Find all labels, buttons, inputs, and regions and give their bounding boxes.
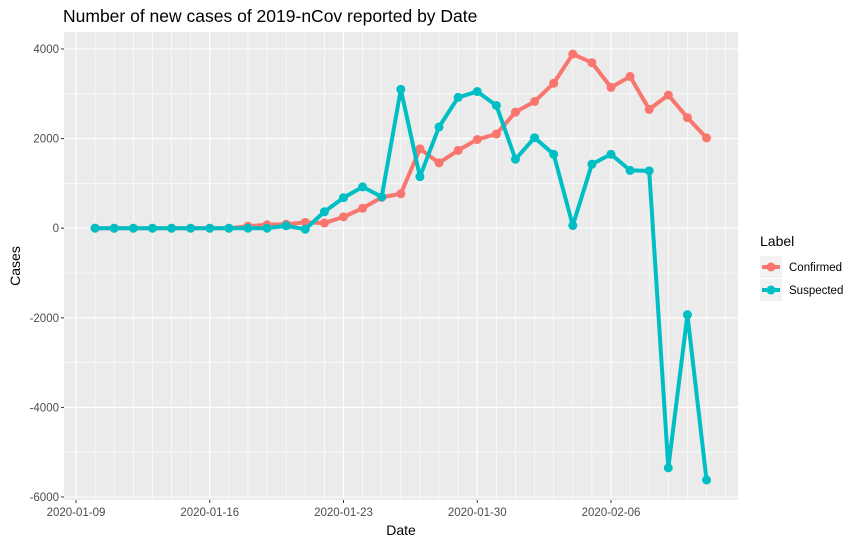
data-point-confirmed xyxy=(339,212,348,222)
data-point-confirmed xyxy=(415,144,425,154)
x-axis-title: Date xyxy=(386,522,416,538)
data-point-suspected xyxy=(300,224,310,234)
y-tick-label: 0 xyxy=(53,223,59,235)
data-point-suspected xyxy=(377,192,387,202)
data-point-suspected xyxy=(510,154,520,164)
data-point-suspected xyxy=(434,122,444,132)
data-point-confirmed xyxy=(358,203,368,213)
x-axis: 2020-01-09 2020-01-16 2020-01-23 2020-01-30… xyxy=(47,500,641,519)
series-suspected xyxy=(90,84,712,485)
data-point-confirmed xyxy=(491,129,501,139)
data-point-suspected xyxy=(663,463,673,473)
data-point-suspected xyxy=(491,100,501,110)
data-point-suspected xyxy=(186,223,196,233)
data-point-suspected xyxy=(549,149,559,159)
legend-label-confirmed: Confirmed xyxy=(789,262,842,274)
data-point-confirmed xyxy=(549,78,559,88)
data-point-suspected xyxy=(415,172,425,182)
y-axis-title: Cases xyxy=(7,246,23,286)
data-point-confirmed xyxy=(644,104,654,114)
legend-key-point xyxy=(766,262,776,272)
data-point-suspected xyxy=(587,159,597,169)
legend-key-point xyxy=(766,285,776,295)
y-tick-label: -4000 xyxy=(30,402,59,414)
data-point-confirmed xyxy=(663,90,673,100)
x-tick-label: 2020-01-09 xyxy=(47,507,106,519)
y-tick-label: -6000 xyxy=(30,492,59,504)
legend-title: Label xyxy=(760,233,794,249)
series-layer xyxy=(90,49,712,485)
data-point-suspected xyxy=(453,92,463,102)
data-point-suspected xyxy=(644,166,654,176)
grid-minor xyxy=(64,32,738,500)
data-point-confirmed xyxy=(434,158,444,168)
data-point-suspected xyxy=(281,221,291,231)
legend: Label Confirmed Suspected xyxy=(760,233,843,301)
data-point-suspected xyxy=(625,165,635,175)
data-point-confirmed xyxy=(702,133,712,143)
data-point-confirmed xyxy=(453,145,463,155)
data-point-suspected xyxy=(90,223,100,233)
data-point-suspected xyxy=(167,223,177,233)
data-point-suspected xyxy=(472,87,482,97)
y-tick-label: 4000 xyxy=(33,44,59,56)
data-point-suspected xyxy=(205,223,215,233)
y-tick-label: 2000 xyxy=(33,134,59,146)
x-tick-label: 2020-01-16 xyxy=(180,507,239,519)
x-tick-label: 2020-02-06 xyxy=(582,507,641,519)
data-point-confirmed xyxy=(587,58,597,68)
data-point-suspected xyxy=(262,223,272,233)
data-point-suspected xyxy=(147,223,157,233)
y-tick-label: -2000 xyxy=(30,313,59,325)
data-point-confirmed xyxy=(396,189,406,199)
data-point-confirmed xyxy=(319,218,329,228)
grid-major xyxy=(64,32,738,500)
data-point-suspected xyxy=(682,310,692,320)
data-point-suspected xyxy=(358,182,368,192)
data-point-confirmed xyxy=(625,72,635,82)
data-point-suspected xyxy=(568,221,578,231)
data-point-suspected xyxy=(109,223,119,233)
data-point-suspected xyxy=(243,223,253,233)
chart-title: Number of new cases of 2019-nCov reporte… xyxy=(63,6,477,26)
data-point-suspected xyxy=(224,223,234,233)
data-point-suspected xyxy=(128,223,138,233)
data-point-confirmed xyxy=(472,134,482,144)
data-point-confirmed xyxy=(510,107,520,117)
data-point-suspected xyxy=(606,149,616,159)
y-axis: 4000 2000 0 -2000 -4000 -6000 xyxy=(30,44,64,504)
data-point-confirmed xyxy=(606,82,616,92)
data-point-suspected xyxy=(702,475,712,485)
data-point-confirmed xyxy=(568,49,578,59)
data-point-suspected xyxy=(530,133,540,143)
data-point-confirmed xyxy=(682,113,692,123)
data-point-confirmed xyxy=(530,96,540,106)
data-point-suspected xyxy=(339,193,348,203)
data-point-suspected xyxy=(319,207,329,217)
data-point-suspected xyxy=(396,84,406,94)
x-tick-label: 2020-01-30 xyxy=(448,507,507,519)
x-tick-label: 2020-01-23 xyxy=(314,507,373,519)
legend-label-suspected: Suspected xyxy=(789,285,843,297)
